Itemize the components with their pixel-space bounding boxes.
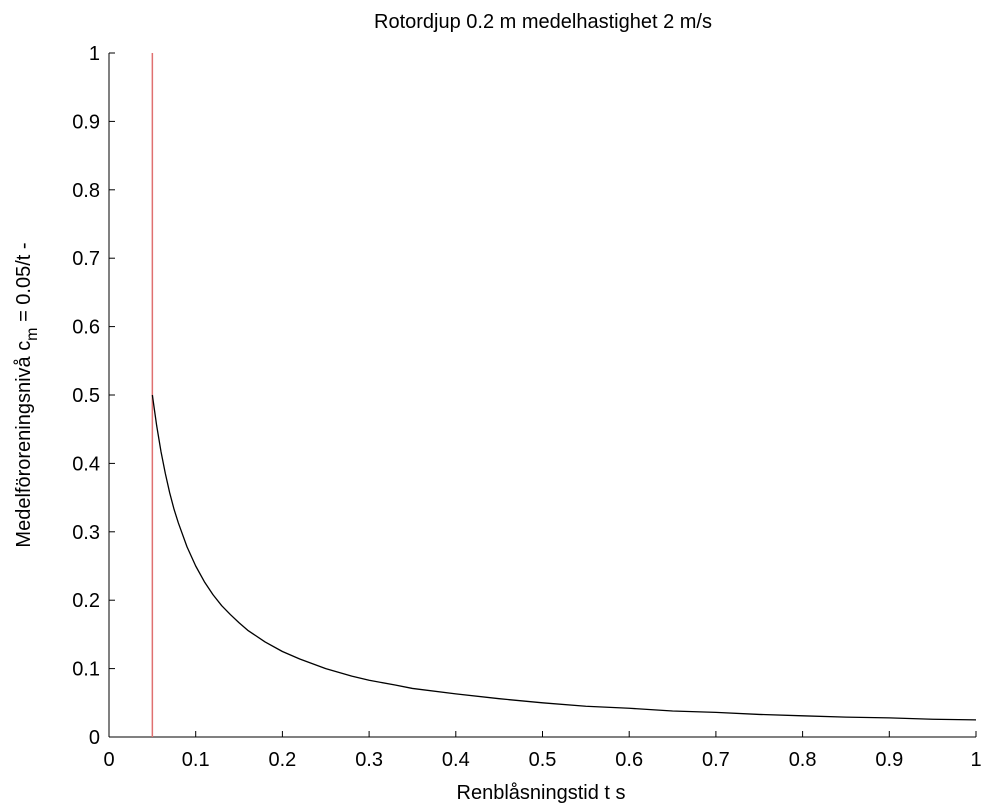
y-axis-title-rest: = 0.05/t -	[13, 242, 35, 327]
x-tick-label: 1	[970, 749, 981, 771]
y-tick-label: 0.1	[72, 659, 100, 681]
y-tick-label: 0.2	[72, 590, 100, 612]
y-tick-label: 0.4	[72, 453, 100, 475]
y-tick-label: 0.6	[72, 317, 100, 339]
y-axis-title-subscript: m	[24, 327, 41, 340]
series-line	[151, 394, 977, 721]
x-tick-label: 0.1	[182, 749, 210, 771]
y-tick-label: 1	[89, 43, 100, 65]
x-ticks: 0 0.1 0.2 0.3 0.4 0.5 0.6 0.7 0.8 0.9 1	[103, 731, 982, 771]
x-tick-label: 0.9	[875, 749, 903, 771]
x-tick-label: 0.4	[442, 749, 470, 771]
x-tick-label: 0.6	[615, 749, 643, 771]
x-tick-label: 0.7	[702, 749, 730, 771]
x-tick-label: 0.8	[789, 749, 817, 771]
y-tick-label: 0.7	[72, 248, 100, 270]
y-ticks: 0 0.1 0.2 0.3 0.4 0.5 0.6 0.7 0.8 0.9 1	[72, 43, 115, 749]
chart-title: Rotordjup 0.2 m medelhastighet 2 m/s	[374, 11, 712, 33]
y-axis-title-main: Medelföroreningsnivå c	[13, 341, 35, 548]
y-axis-title: Medelföroreningsnivå cm = 0.05/t -	[13, 242, 41, 547]
y-tick-label: 0.9	[72, 111, 100, 133]
series-group	[151, 394, 977, 721]
x-tick-label: 0.5	[529, 749, 557, 771]
x-tick-label: 0.3	[355, 749, 383, 771]
y-tick-label: 0.8	[72, 180, 100, 202]
y-tick-label: 0.3	[72, 522, 100, 544]
x-tick-label: 0.2	[268, 749, 296, 771]
y-tick-label: 0	[89, 727, 100, 749]
y-tick-label: 0.5	[72, 385, 100, 407]
x-tick-label: 0	[103, 749, 114, 771]
x-axis-title: Renblåsningstid t s	[457, 782, 626, 804]
